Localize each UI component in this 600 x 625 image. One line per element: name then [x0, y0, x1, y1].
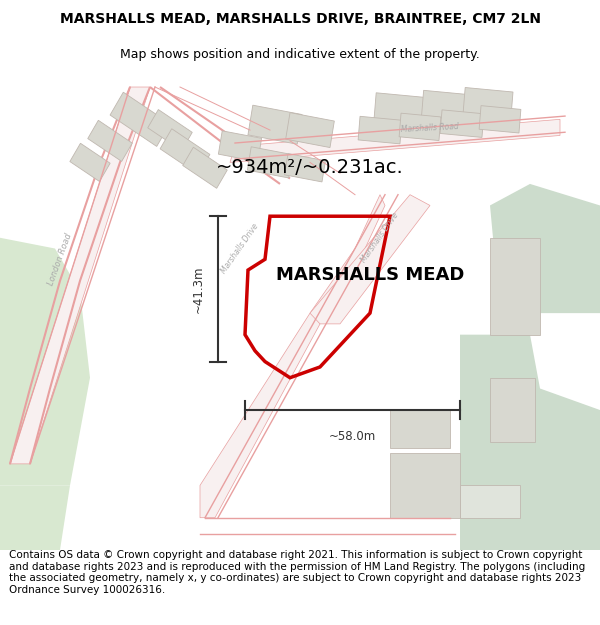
Polygon shape [160, 129, 210, 174]
Polygon shape [374, 92, 426, 124]
Text: ~41.3m: ~41.3m [191, 265, 205, 312]
Text: Marshalls Road: Marshalls Road [401, 122, 459, 134]
Text: Map shows position and indicative extent of the property.: Map shows position and indicative extent… [120, 48, 480, 61]
Polygon shape [399, 113, 441, 141]
Polygon shape [490, 184, 600, 313]
Polygon shape [422, 91, 469, 120]
Polygon shape [10, 87, 150, 464]
Polygon shape [310, 195, 430, 324]
Polygon shape [110, 92, 170, 146]
Text: MARSHALLS MEAD: MARSHALLS MEAD [276, 266, 464, 284]
Polygon shape [0, 486, 70, 550]
Text: MARSHALLS MEAD, MARSHALLS DRIVE, BRAINTREE, CM7 2LN: MARSHALLS MEAD, MARSHALLS DRIVE, BRAINTR… [59, 12, 541, 26]
Polygon shape [183, 148, 227, 188]
Polygon shape [463, 88, 513, 119]
Text: Marshalls Drive: Marshalls Drive [220, 222, 260, 275]
Polygon shape [148, 109, 192, 151]
Text: ~58.0m: ~58.0m [329, 431, 376, 444]
Text: Contains OS data © Crown copyright and database right 2021. This information is : Contains OS data © Crown copyright and d… [9, 550, 585, 595]
Polygon shape [247, 147, 293, 178]
Polygon shape [88, 120, 132, 161]
Polygon shape [440, 110, 484, 138]
Polygon shape [248, 105, 302, 144]
Polygon shape [286, 112, 334, 148]
Polygon shape [0, 238, 90, 486]
Polygon shape [218, 131, 262, 162]
Polygon shape [479, 106, 521, 133]
Polygon shape [460, 334, 600, 550]
Text: Marshalls Drive: Marshalls Drive [359, 211, 401, 264]
Text: London Road: London Road [46, 232, 74, 287]
Polygon shape [284, 154, 325, 182]
Text: ~934m²/~0.231ac.: ~934m²/~0.231ac. [216, 158, 404, 177]
Polygon shape [490, 378, 535, 442]
Polygon shape [230, 119, 560, 162]
Polygon shape [460, 486, 520, 518]
Polygon shape [390, 453, 460, 518]
Polygon shape [200, 195, 385, 518]
Polygon shape [490, 238, 540, 334]
Polygon shape [70, 143, 110, 181]
Polygon shape [390, 410, 450, 447]
Polygon shape [358, 116, 402, 144]
